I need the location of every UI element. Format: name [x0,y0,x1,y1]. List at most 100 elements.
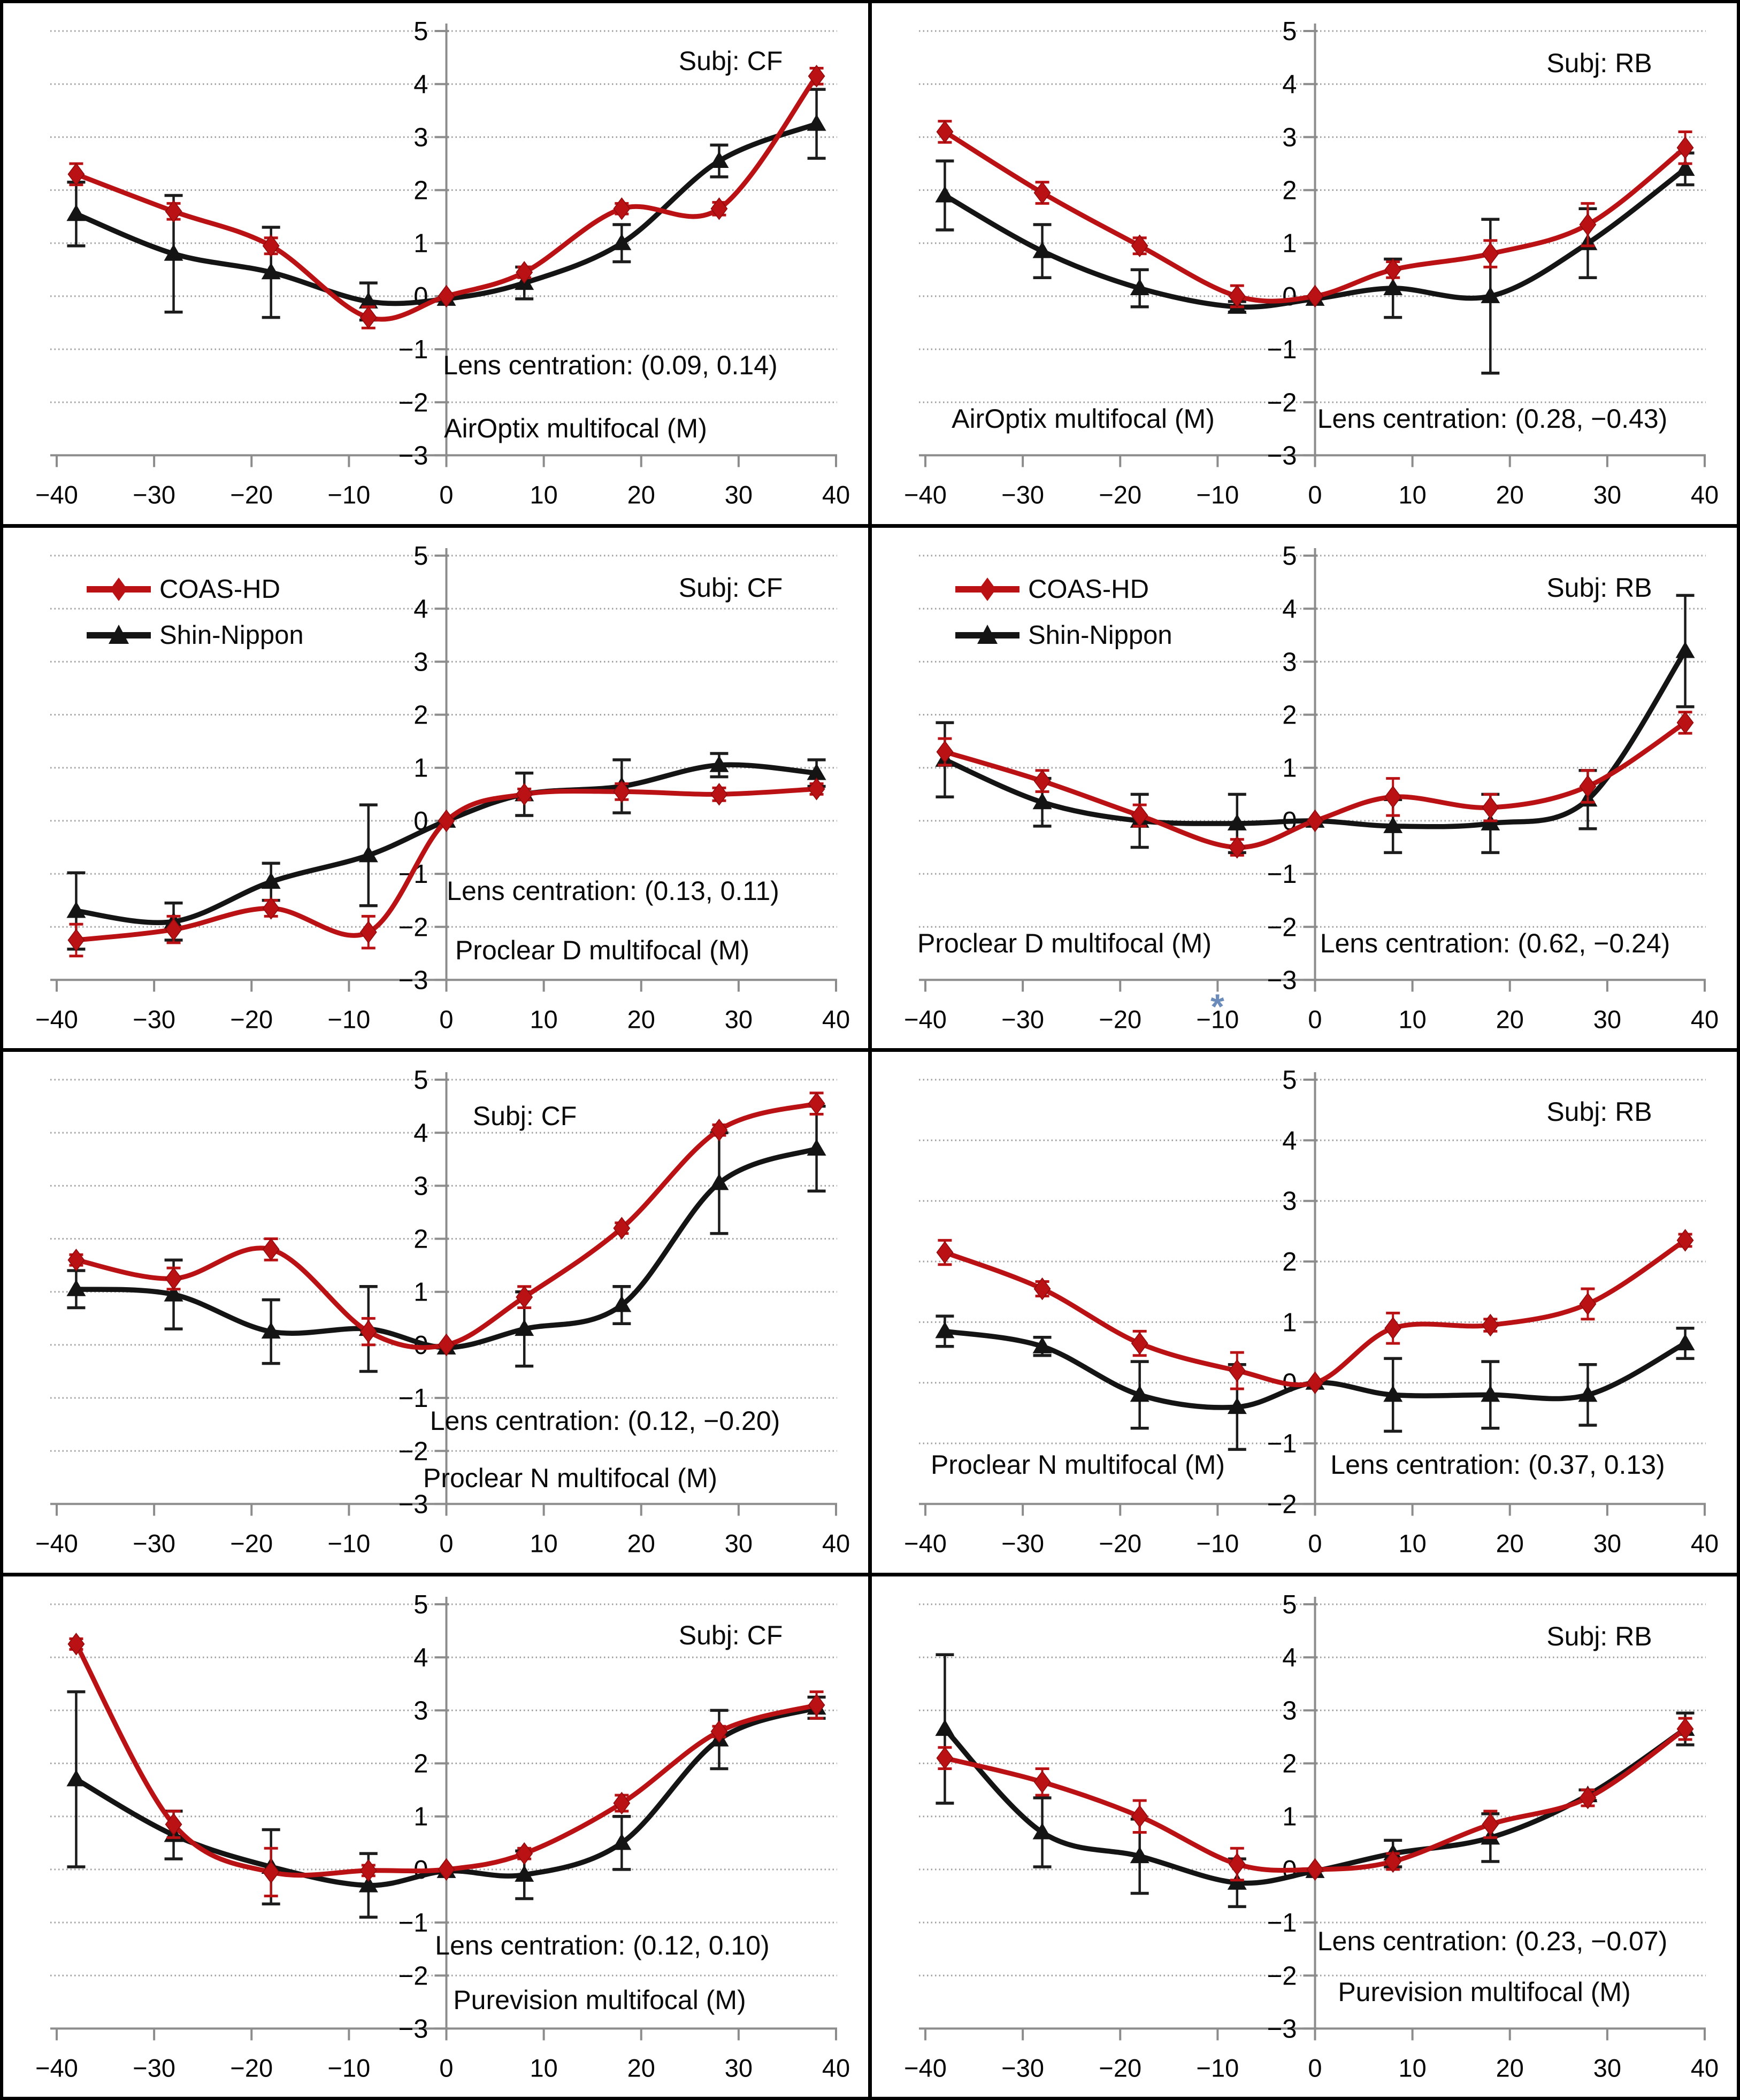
svg-text:−3: −3 [398,1490,428,1519]
svg-text:−2: −2 [398,1961,428,1990]
svg-text:1: 1 [413,1278,428,1307]
subject-label: Subj: CF [678,46,783,76]
chart-panel-airoptix-cf: −40 −30 −20 −10 0 10 20 30 40 5 4 3 2 1 0 −1 −2 −3 Subj: … [3,3,868,524]
svg-text:40: 40 [1691,480,1719,509]
svg-text:4: 4 [413,595,428,624]
lens-centration-label: Lens centration: (0.28, −0.43) [1317,404,1668,434]
svg-text:1: 1 [413,753,428,782]
chart-panel-proclear-n-cf: −40 −30 −20 −10 0 10 20 30 40 5 4 3 2 1 0 −1 −2 −3 Subj: … [3,1052,868,1573]
svg-text:30: 30 [1593,1005,1621,1033]
svg-text:30: 30 [1593,2053,1621,2082]
subject-label: Subj: RB [1546,1621,1652,1651]
svg-text:0: 0 [439,1005,453,1033]
svg-text:−2: −2 [1267,388,1297,417]
svg-text:10: 10 [530,2053,557,2082]
svg-text:0: 0 [439,480,453,509]
svg-text:2: 2 [1282,1749,1297,1778]
svg-text:20: 20 [1496,1005,1524,1033]
svg-text:40: 40 [822,480,850,509]
svg-text:20: 20 [1496,2053,1524,2082]
svg-text:−20: −20 [1099,1005,1141,1033]
svg-text:3: 3 [413,123,428,152]
svg-text:−40: −40 [904,1529,947,1557]
svg-text:−10: −10 [328,2053,371,2082]
lens-centration-label: Lens centration: (0.12, −0.20) [430,1406,780,1436]
svg-text:10: 10 [1398,1529,1426,1557]
subject-label: Subj: RB [1546,48,1652,78]
chart-panel-airoptix-rb: −40 −30 −20 −10 0 10 20 30 40 5 4 3 2 1 0 −1 −2 −3 Subj: … [872,3,1737,524]
lens-name-label: Proclear N multifocal (M) [930,1450,1225,1480]
svg-text:1: 1 [1282,1308,1297,1337]
svg-text:20: 20 [627,1005,655,1033]
legend-label: COAS-HD [1028,574,1149,604]
lens-name-label: Purevision multifocal (M) [453,1984,746,2015]
svg-text:20: 20 [627,2053,655,2082]
svg-text:−20: −20 [230,1005,273,1033]
svg-text:40: 40 [822,1529,850,1557]
legend: COAS-HD Shin-Nippon [83,566,304,658]
svg-text:1: 1 [413,229,428,258]
svg-text:3: 3 [413,1172,428,1201]
svg-text:1: 1 [1282,753,1297,782]
shin-nippon-marker-icon [955,624,1020,644]
svg-text:1: 1 [1282,229,1297,258]
subject-label: Subj: CF [678,1620,783,1650]
svg-text:2: 2 [413,176,428,205]
svg-text:−30: −30 [1001,2053,1044,2082]
svg-text:4: 4 [1282,70,1297,99]
svg-text:−30: −30 [1001,1005,1044,1033]
svg-text:5: 5 [413,1066,428,1095]
svg-text:−30: −30 [133,1529,175,1557]
subject-label: Subj: RB [1546,572,1652,603]
svg-text:−3: −3 [1267,441,1297,470]
svg-text:3: 3 [1282,1187,1297,1216]
svg-text:20: 20 [627,1529,655,1557]
legend-item-coas-hd: COAS-HD [83,566,304,612]
svg-text:0: 0 [439,1529,453,1557]
svg-text:−2: −2 [398,913,428,942]
svg-text:5: 5 [1282,542,1297,571]
svg-text:1: 1 [1282,1802,1297,1831]
svg-text:−40: −40 [35,1529,78,1557]
svg-text:−20: −20 [230,2053,273,2082]
svg-text:0: 0 [1308,480,1322,509]
subject-label: Subj: CF [472,1101,577,1131]
svg-text:10: 10 [1398,480,1426,509]
svg-text:−10: −10 [1197,2053,1239,2082]
svg-text:−1: −1 [1267,1909,1297,1937]
svg-text:5: 5 [1282,1590,1297,1619]
chart-panel-purevision-rb: −40 −30 −20 −10 0 10 20 30 40 5 4 3 2 1 0 −1 −2 −3 Subj: … [872,1576,1737,2097]
svg-text:2: 2 [413,1225,428,1254]
svg-text:30: 30 [1593,1529,1621,1557]
svg-text:−30: −30 [1001,1529,1044,1557]
coas-hd-marker-icon [955,577,1020,601]
svg-text:4: 4 [1282,595,1297,624]
svg-text:5: 5 [413,542,428,571]
lens-name-label: AirOptix multifocal (M) [444,413,707,443]
lens-centration-label: Lens centration: (0.13, 0.11) [447,875,779,906]
svg-text:10: 10 [530,1529,557,1557]
svg-text:20: 20 [1496,1529,1524,1557]
svg-text:−2: −2 [398,1437,428,1466]
svg-text:3: 3 [1282,123,1297,152]
svg-text:4: 4 [413,70,428,99]
svg-text:−3: −3 [398,966,428,995]
svg-text:40: 40 [1691,1005,1719,1033]
svg-text:−20: −20 [1099,480,1141,509]
svg-text:−10: −10 [328,1529,371,1557]
svg-text:−2: −2 [1267,913,1297,942]
svg-text:0: 0 [1282,282,1297,311]
svg-text:3: 3 [413,648,428,676]
svg-text:−1: −1 [398,335,428,364]
lens-name-label: Proclear D multifocal (M) [455,935,750,965]
svg-text:10: 10 [1398,2053,1426,2082]
svg-text:30: 30 [725,2053,753,2082]
svg-text:4: 4 [1282,1643,1297,1672]
legend-item-coas-hd: COAS-HD [952,566,1172,612]
chart-panel-proclear-n-rb: −40 −30 −20 −10 0 10 20 30 40 5 4 3 2 1 0 −1 −2 Subj: RB… [872,1052,1737,1573]
svg-text:−3: −3 [398,2014,428,2043]
